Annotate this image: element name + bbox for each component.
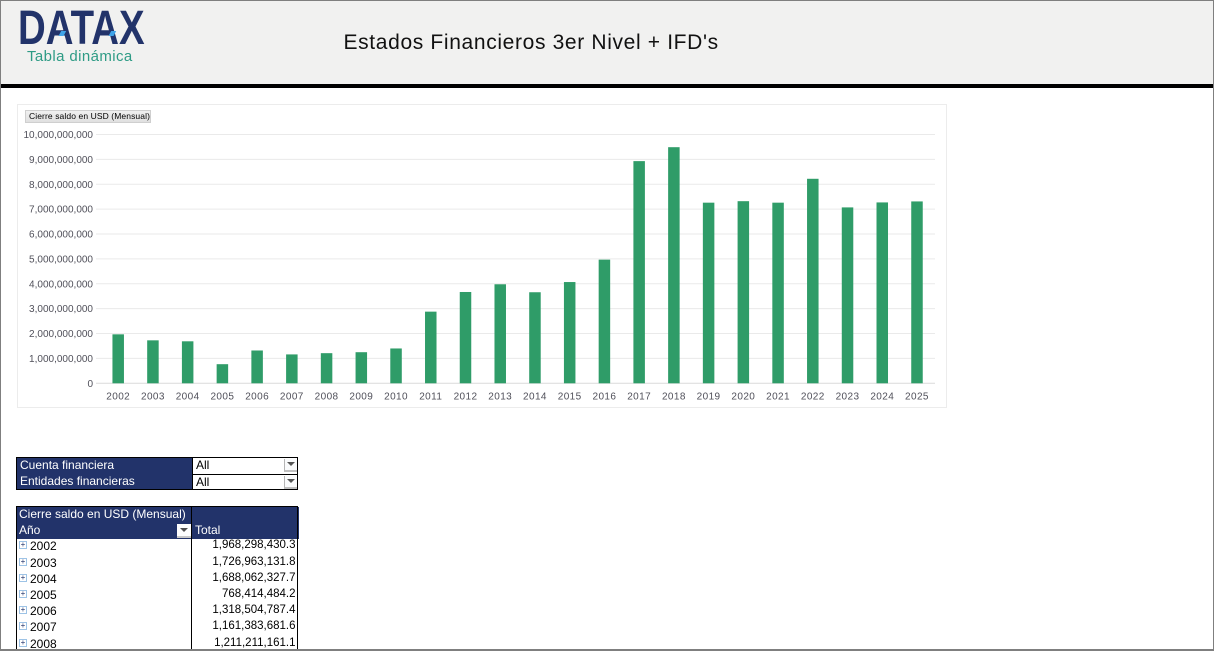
svg-text:2014: 2014: [523, 391, 547, 402]
svg-text:7,000,000,000: 7,000,000,000: [29, 205, 93, 216]
svg-text:1,000,000,000: 1,000,000,000: [29, 354, 93, 365]
svg-text:2008: 2008: [315, 391, 339, 402]
svg-text:2020: 2020: [731, 391, 755, 402]
svg-text:2018: 2018: [662, 391, 686, 402]
svg-text:2024: 2024: [870, 391, 894, 402]
svg-text:2025: 2025: [905, 391, 929, 402]
svg-text:2006: 2006: [245, 391, 269, 402]
svg-text:5,000,000,000: 5,000,000,000: [29, 254, 93, 265]
svg-text:2007: 2007: [280, 391, 304, 402]
svg-text:10,000,000,000: 10,000,000,000: [23, 130, 93, 141]
svg-text:4,000,000,000: 4,000,000,000: [29, 279, 93, 290]
svg-text:9,000,000,000: 9,000,000,000: [29, 155, 93, 166]
svg-text:2004: 2004: [176, 391, 200, 402]
svg-text:6,000,000,000: 6,000,000,000: [29, 230, 93, 241]
svg-text:2017: 2017: [627, 391, 651, 402]
svg-text:2015: 2015: [558, 391, 582, 402]
svg-text:2012: 2012: [454, 391, 478, 402]
svg-text:2016: 2016: [592, 391, 616, 402]
svg-text:2021: 2021: [766, 391, 790, 402]
svg-text:2011: 2011: [419, 391, 442, 402]
svg-text:2,000,000,000: 2,000,000,000: [29, 329, 93, 340]
svg-text:8,000,000,000: 8,000,000,000: [29, 180, 93, 191]
svg-text:0: 0: [87, 379, 93, 390]
svg-text:3,000,000,000: 3,000,000,000: [29, 304, 93, 315]
svg-text:2013: 2013: [488, 391, 512, 402]
svg-text:2005: 2005: [210, 391, 234, 402]
svg-text:2009: 2009: [349, 391, 373, 402]
svg-text:2022: 2022: [801, 391, 825, 402]
svg-text:2010: 2010: [384, 391, 408, 402]
svg-text:2023: 2023: [836, 391, 860, 402]
svg-text:2002: 2002: [106, 391, 130, 402]
svg-text:2003: 2003: [141, 391, 165, 402]
svg-text:2019: 2019: [697, 391, 721, 402]
